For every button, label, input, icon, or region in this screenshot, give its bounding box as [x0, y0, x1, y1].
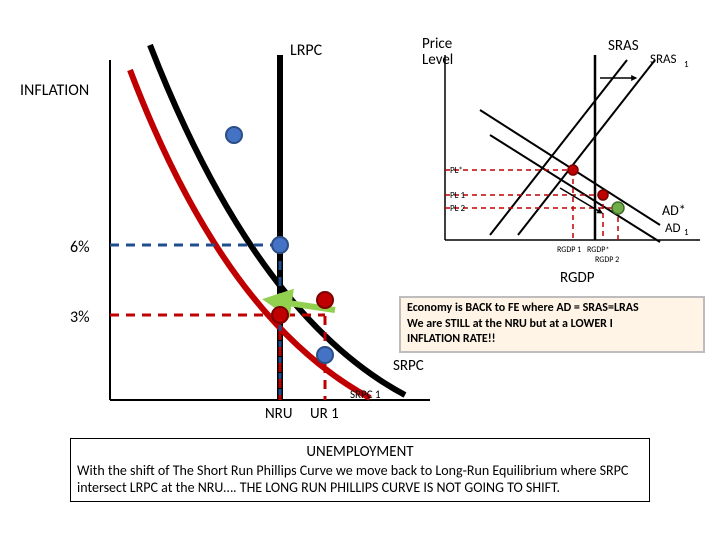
svg-text:RGDP*: RGDP* [587, 245, 609, 255]
svg-text:RGDP 2: RGDP 2 [595, 255, 619, 265]
dot-srpc-red [317, 292, 333, 308]
svg-text:SRAS: SRAS [650, 52, 677, 67]
pl2-label: PL 2 [450, 203, 465, 214]
annotation-line2: We are STILL at the NRU but at a LOWER I [407, 317, 697, 333]
svg-text:1: 1 [684, 59, 689, 70]
svg-text:AD: AD [665, 221, 681, 236]
phillips-chart: LRPC INFLATION 6% 3% NRU UR 1 SRPC SRPC … [20, 41, 430, 423]
dot-nru-red [272, 307, 288, 323]
pl1-label: PL 1 [450, 190, 465, 201]
inflation-label: INFLATION [20, 81, 89, 100]
caption-body: With the shift of The Short Run Phillips… [77, 462, 643, 497]
tick-3: 3% [70, 308, 90, 327]
srpc1-label: SRPC 1 [350, 388, 381, 401]
dot-mid-blue [272, 237, 288, 253]
srpc1-curve [130, 70, 370, 398]
asad-chart: Price Level SRAS SRAS1 AD* AD1 PL* PL 1 … [422, 35, 700, 287]
ad-star-label: AD* [662, 202, 686, 219]
dot-upper-blue [226, 127, 242, 143]
ur1-label: UR 1 [310, 405, 339, 423]
svg-text:RGDP 1: RGDP 1 [557, 245, 581, 255]
annotation-box: Economy is BACK to FE where AD = SRAS=LR… [399, 296, 705, 353]
caption-box: UNEMPLOYMENT With the shift of The Short… [70, 438, 650, 502]
lrpc-label: LRPC [290, 41, 323, 60]
svg-text:1: 1 [684, 227, 689, 238]
tick-6: 6% [70, 238, 90, 257]
svg-text:Level: Level [422, 51, 453, 69]
caption-title: UNEMPLOYMENT [77, 443, 643, 462]
annotation-line1: Economy is BACK to FE where AD = SRAS=LR… [407, 301, 697, 317]
pl-star-label: PL* [450, 165, 463, 176]
ad1-line [490, 135, 660, 242]
srpc-label: SRPC [393, 357, 424, 375]
rgdp-label: RGDP [560, 269, 595, 287]
dot-low-blue [317, 347, 333, 363]
sras-label: SRAS [608, 37, 639, 55]
nru-label: NRU [265, 405, 292, 423]
annotation-line3: INFLATION RATE!! [407, 332, 697, 348]
